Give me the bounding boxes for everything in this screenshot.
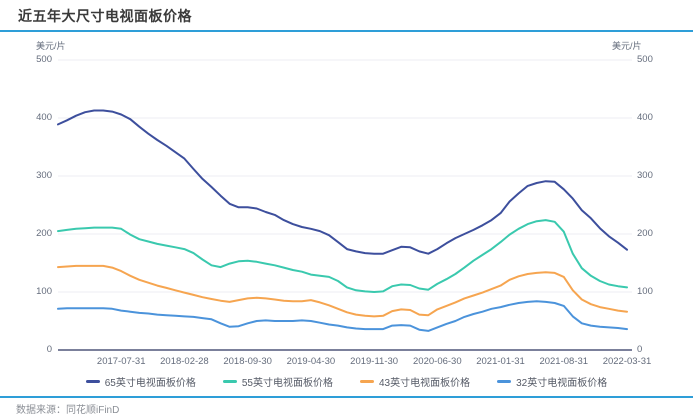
x-tick-2022-03-31: 2022-03-31 xyxy=(602,356,652,367)
legend-marker-32-inch xyxy=(497,379,512,383)
y-tick-right-0: 0 xyxy=(637,344,643,355)
series-line-55-inch[interactable] xyxy=(57,219,628,293)
y-tick-left-200: 200 xyxy=(36,228,52,239)
y-tick-right-100: 100 xyxy=(637,286,653,297)
series-line-43-inch[interactable] xyxy=(57,264,628,318)
series-line-32-inch[interactable] xyxy=(57,300,628,332)
data-source: 数据来源：同花顺iFinD xyxy=(16,405,120,416)
y-tick-right-300: 300 xyxy=(637,170,653,181)
x-tick-2019-11-30: 2019-11-30 xyxy=(350,356,399,367)
footer-divider xyxy=(0,396,693,398)
y-tick-right-400: 400 xyxy=(637,112,653,123)
x-tick-2020-06-30: 2020-06-30 xyxy=(413,356,462,367)
chart-legend: 65英寸电视面板价格 55英寸电视面板价格 43英寸电视面板价格 32英寸电视面板价格 xyxy=(0,373,693,389)
y-tick-right-200: 200 xyxy=(637,228,653,239)
y-tick-left-400: 400 xyxy=(36,112,52,123)
legend-label-65-inch: 65英寸电视面板价格 xyxy=(104,377,196,389)
legend-item-32-inch[interactable]: 32英寸电视面板价格 xyxy=(497,374,607,389)
x-tick-2018-02-28: 2018-02-28 xyxy=(160,356,209,367)
y-axis-unit-right: 美元/片 xyxy=(612,41,642,51)
x-tick-2017-07-31: 2017-07-31 xyxy=(96,356,146,367)
legend-label-32-inch: 32英寸电视面板价格 xyxy=(516,377,608,389)
legend-marker-65-inch xyxy=(85,379,100,383)
y-tick-right-500: 500 xyxy=(637,54,653,65)
x-tick-2021-01-31: 2021-01-31 xyxy=(476,356,525,367)
legend-item-65-inch[interactable]: 65英寸电视面板价格 xyxy=(85,374,196,389)
legend-item-43-inch[interactable]: 43英寸电视面板价格 xyxy=(360,374,470,389)
x-tick-2021-08-31: 2021-08-31 xyxy=(539,356,589,367)
y-tick-left-0: 0 xyxy=(46,344,52,355)
legend-label-43-inch: 43英寸电视面板价格 xyxy=(379,377,471,389)
header-divider xyxy=(0,30,693,32)
x-tick-2018-09-30: 2018-09-30 xyxy=(223,356,272,367)
page-title: 近五年大尺寸电视面板价格 xyxy=(18,8,192,24)
series-line-65-inch[interactable] xyxy=(57,109,628,255)
legend-item-55-inch[interactable]: 55英寸电视面板价格 xyxy=(222,374,333,389)
y-tick-left-300: 300 xyxy=(36,170,52,181)
y-axis-unit-left: 美元/片 xyxy=(36,41,66,51)
x-tick-2019-04-30: 2019-04-30 xyxy=(286,356,336,367)
legend-label-55-inch: 55英寸电视面板价格 xyxy=(241,377,333,389)
legend-marker-55-inch xyxy=(222,379,237,383)
y-tick-left-500: 500 xyxy=(36,54,52,65)
y-tick-left-100: 100 xyxy=(36,286,52,297)
legend-marker-43-inch xyxy=(360,379,374,383)
